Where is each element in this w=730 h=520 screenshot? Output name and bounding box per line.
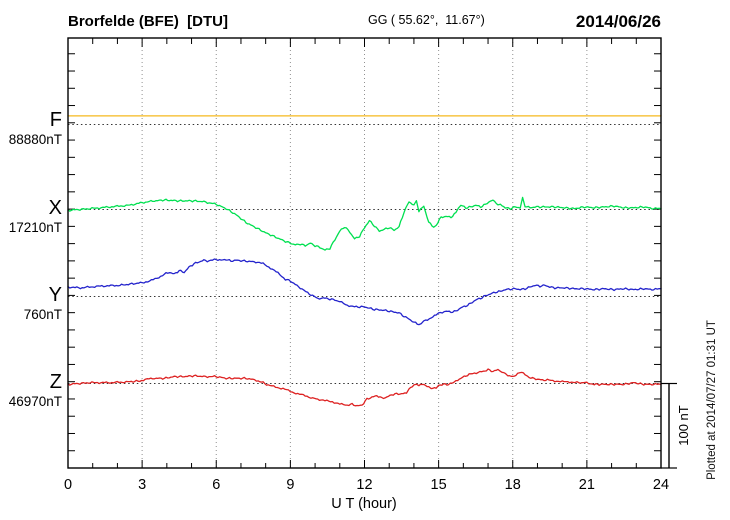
- station-title: Brorfelde (BFE) [DTU]: [68, 13, 228, 30]
- series-label-z: Z: [50, 371, 62, 393]
- plotted-at-note: Plotted at 2014/07/27 01:31 UT: [706, 320, 718, 480]
- plot-frame: [67, 37, 662, 469]
- x-tick-label: 18: [505, 477, 521, 493]
- x-tick-label: 12: [356, 477, 372, 493]
- x-tick-label: 3: [138, 477, 146, 493]
- series-baseline-f: 88880nT: [9, 132, 62, 147]
- x-axis-label: U T (hour): [331, 496, 397, 512]
- x-tick-label: 9: [286, 477, 294, 493]
- geo-coordinates: GG ( 55.62°, 11.67°): [368, 13, 485, 27]
- x-tick-label: 24: [653, 477, 669, 493]
- trace-z: [67, 368, 662, 407]
- trace-y: [67, 258, 662, 326]
- x-tick-label: 0: [64, 477, 72, 493]
- trace-x: [67, 196, 662, 251]
- x-tick-label: 6: [212, 477, 220, 493]
- scale-bar: 100 nT: [661, 382, 691, 469]
- x-tick-label: 21: [579, 477, 595, 493]
- series-label-f: F: [50, 109, 62, 131]
- series-label-x: X: [49, 197, 62, 219]
- series-baseline-x: 17210nT: [9, 220, 62, 235]
- plot-date: 2014/06/26: [576, 12, 661, 31]
- scale-bar-label: 100 nT: [676, 405, 691, 446]
- series-baseline-z: 46970nT: [9, 394, 62, 409]
- series-label-y: Y: [49, 284, 62, 306]
- x-tick-label: 15: [431, 477, 447, 493]
- series-baseline-y: 760nT: [24, 307, 62, 322]
- plot-generated-layer: 0 3 6 9 12 15 18 21 24: [64, 38, 669, 493]
